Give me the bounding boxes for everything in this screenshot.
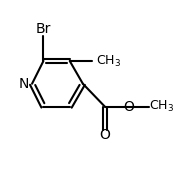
Text: CH$_3$: CH$_3$	[96, 53, 121, 69]
Text: O: O	[123, 100, 134, 114]
Text: Br: Br	[36, 22, 51, 36]
Text: O: O	[99, 129, 110, 142]
Text: N: N	[19, 77, 29, 91]
Text: CH$_3$: CH$_3$	[149, 99, 175, 114]
